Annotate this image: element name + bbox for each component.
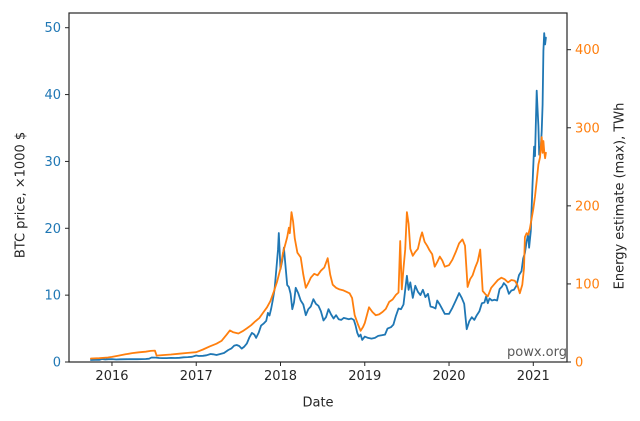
x-axis-label: Date [302,395,334,411]
x-tick-label: 2017 [180,369,213,384]
y-tick-label-left: 50 [44,21,61,36]
x-tick-label: 2016 [95,369,128,384]
y-tick-label-left: 10 [44,289,61,304]
x-tick-label: 2021 [517,369,550,384]
series-line-energy-estimate [90,136,547,360]
y-tick-label-right: 300 [575,121,600,136]
series-line-btc-price [90,32,547,361]
y-tick-label-left: 30 [44,155,61,170]
y-axis-label-left: BTC price, ×1000 $ [13,131,29,259]
y-tick-label-left: 0 [53,356,61,371]
plot-border [68,12,568,363]
x-tick-label: 2020 [432,369,465,384]
y-tick-label-right: 0 [575,356,583,371]
y-tick-label-left: 40 [44,88,61,103]
x-tick-label: 2019 [348,369,381,384]
watermark-text: powx.org [507,345,567,360]
y-axis-label-right: Energy estimate (max), TWh [612,102,628,290]
y-tick-label-right: 400 [575,43,600,58]
y-tick-label-right: 100 [575,277,600,292]
y-tick-label-right: 200 [575,199,600,214]
y-tick-label-left: 20 [44,222,61,237]
x-tick-label: 2018 [264,369,297,384]
